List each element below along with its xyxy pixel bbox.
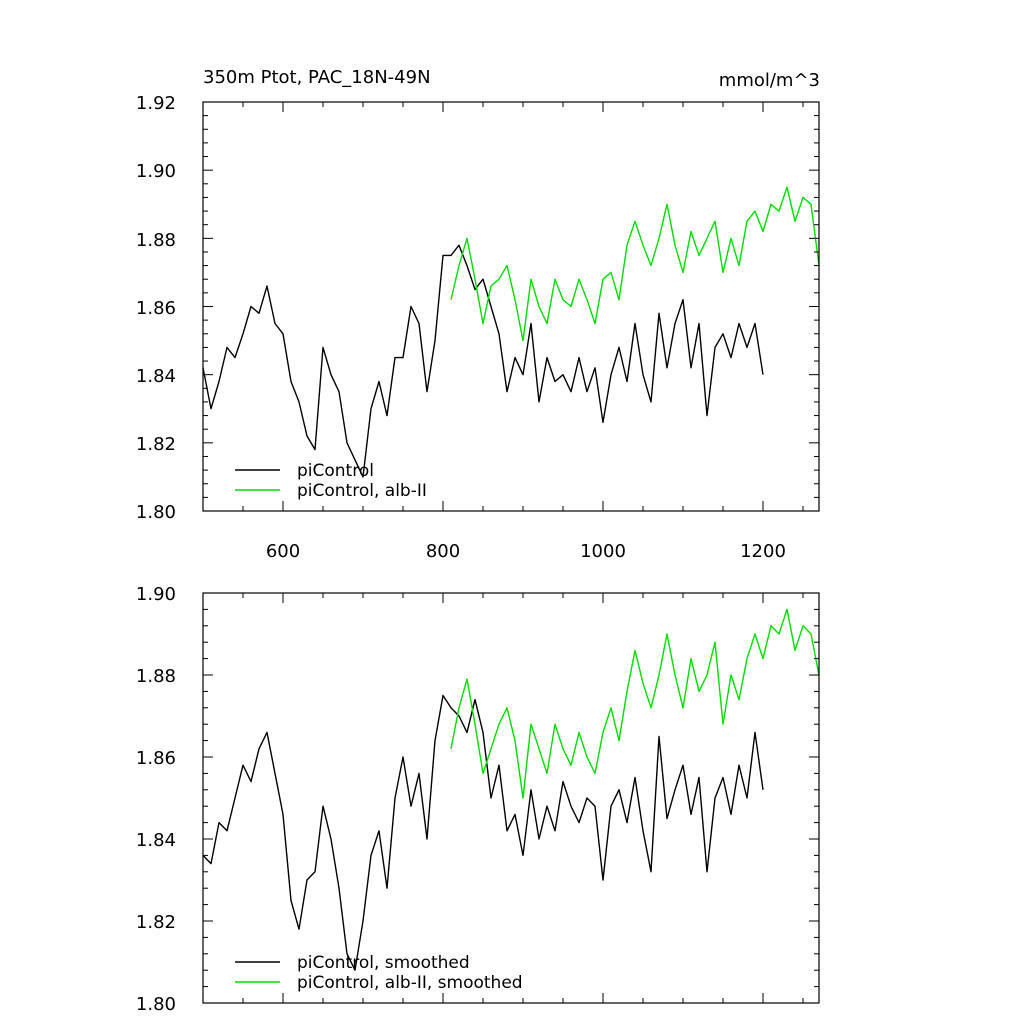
y-tick-label: 1.88 [136, 230, 176, 251]
series-line-picontrol [202, 694, 764, 971]
y-tick-label: 1.84 [136, 366, 176, 387]
bottom-axis-ticks [202, 592, 819, 1004]
x-tick-label: 1000 [580, 541, 626, 562]
chart-title-left: 350m Ptot, PAC_18N-49N [203, 67, 431, 88]
series-line-picontrol [202, 244, 764, 478]
y-tick-label: 1.88 [136, 666, 176, 687]
y-tick-label: 1.92 [136, 93, 176, 114]
x-tick-label: 600 [266, 541, 300, 562]
top-axis-ticks [202, 101, 819, 512]
y-tick-label: 1.82 [136, 434, 176, 455]
chart-units-label: mmol/m^3 [719, 70, 820, 91]
bottom-plot-frame [202, 592, 820, 1004]
top-plot-frame [202, 101, 820, 512]
y-tick-label: 1.80 [136, 994, 176, 1015]
top-series-group [202, 186, 820, 478]
legend-label: piControl, smoothed [297, 953, 470, 973]
y-tick-label: 1.86 [136, 298, 176, 319]
bottom-series-group [202, 608, 820, 971]
x-tick-label: 800 [426, 541, 460, 562]
top-chart-panel: 350m Ptot, PAC_18N-49N mmol/m^3 1.80 1.8… [136, 67, 820, 562]
y-tick-label: 1.80 [136, 502, 176, 523]
y-tick-label: 1.90 [136, 161, 176, 182]
y-tick-label: 1.90 [136, 584, 176, 605]
series-line-alb-ii [450, 608, 820, 799]
bottom-chart-panel: 1.80 1.82 1.84 1.86 1.88 1.90 piControl,… [136, 584, 820, 1015]
bottom-legend: piControl, smoothed piControl, alb-II, s… [235, 953, 523, 993]
top-legend: piControl piControl, alb-II [235, 461, 427, 501]
legend-label: piControl, alb-II [297, 481, 427, 501]
y-tick-label: 1.86 [136, 748, 176, 769]
y-tick-label: 1.84 [136, 830, 176, 851]
legend-label: piControl, alb-II, smoothed [297, 973, 523, 993]
y-tick-label: 1.82 [136, 912, 176, 933]
x-tick-label: 1200 [740, 541, 786, 562]
series-line-alb-ii [450, 186, 820, 342]
legend-label: piControl [297, 461, 374, 481]
